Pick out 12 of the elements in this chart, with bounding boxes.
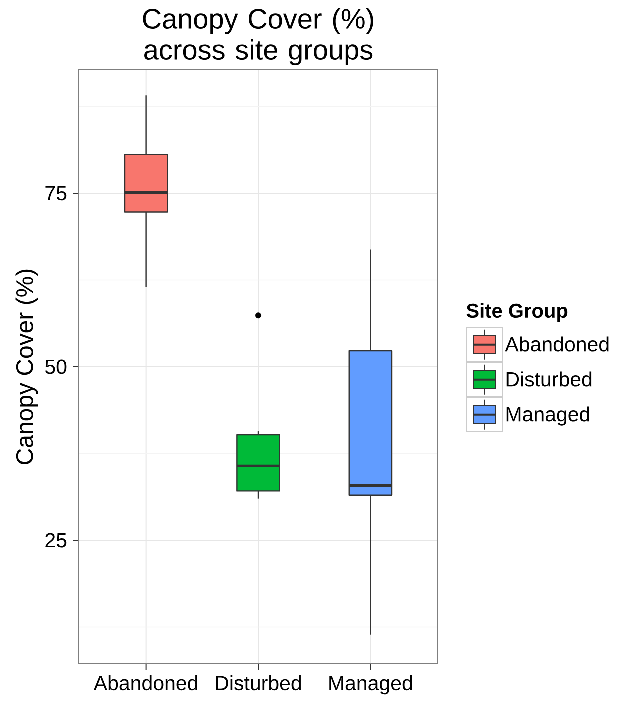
- x-tick-label: Disturbed: [216, 676, 302, 691]
- legend-label: Disturbed: [506, 372, 592, 387]
- x-tick-label: Managed: [330, 676, 412, 695]
- y-tick-label: 75: [46, 186, 67, 201]
- y-tick-label: 25: [46, 533, 67, 548]
- chart-title: Canopy Cover (%) across site groups: [143, 8, 374, 66]
- x-tick-label: Abandoned: [94, 676, 198, 691]
- y-axis-title: Canopy Cover (%): [16, 270, 38, 464]
- y-tick-label: 50: [46, 360, 67, 374]
- legend-label: Managed: [506, 406, 590, 426]
- legend-title: Site Group: [466, 303, 568, 322]
- legend-label: Abandoned: [505, 336, 609, 352]
